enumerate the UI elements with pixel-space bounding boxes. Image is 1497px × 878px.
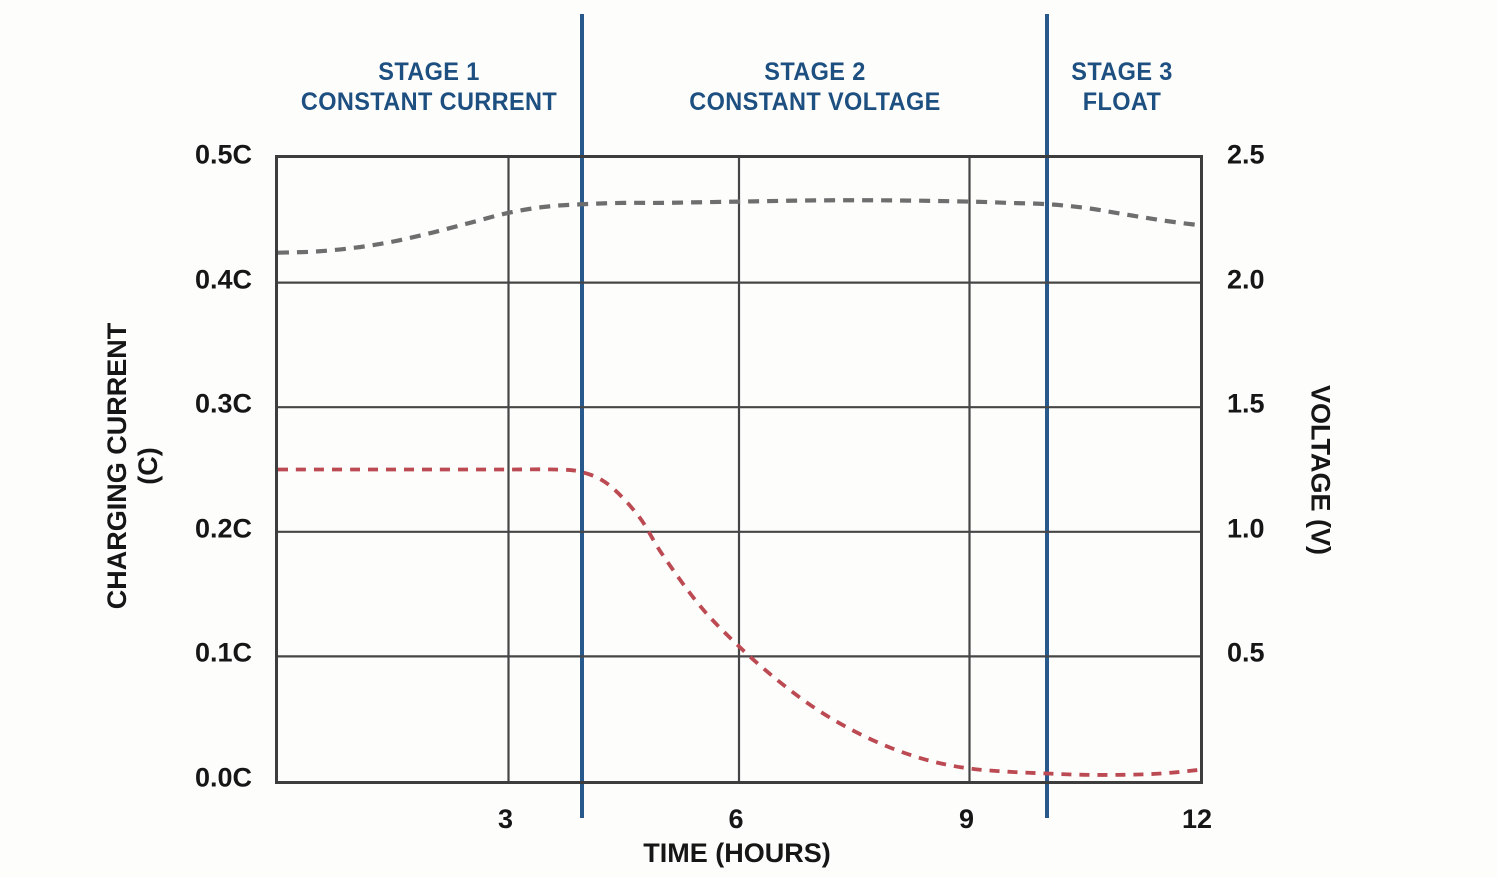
left-axis-tick: 0.0C: [194, 762, 252, 793]
x-axis-title: TIME (HOURS): [643, 838, 831, 868]
right-axis-tick: 0.5: [1227, 637, 1265, 668]
x-axis-tick: 6: [728, 804, 744, 834]
chart-svg: [278, 158, 1200, 781]
stage2-title: STAGE 2: [764, 58, 866, 86]
stage3-label: STAGE 3 FLOAT: [1071, 57, 1172, 117]
left-axis-title-line2: (C): [133, 447, 163, 485]
stage3-subtitle: FLOAT: [1082, 88, 1162, 116]
left-axis-tick: 0.4C: [194, 264, 252, 295]
left-axis-title-line1: CHARGING CURRENT: [102, 322, 132, 610]
x-axis-tick: 12: [1181, 804, 1213, 834]
left-axis-title: CHARGING CURRENT (C): [102, 323, 164, 610]
stage1-subtitle: CONSTANT CURRENT: [300, 88, 557, 116]
left-axis-tick: 0.2C: [194, 513, 252, 544]
x-axis-tick: 3: [497, 804, 514, 834]
plot-area: [275, 155, 1203, 784]
right-axis-tick: 2.0: [1227, 264, 1265, 295]
left-axis-tick: 0.3C: [194, 388, 252, 419]
stage1-label: STAGE 1 CONSTANT CURRENT: [301, 57, 557, 117]
x-axis-tick: 9: [958, 804, 975, 834]
stage2-subtitle: CONSTANT VOLTAGE: [689, 88, 941, 116]
stage-boundary-line-1: [580, 14, 585, 818]
current-curve: [278, 467, 1200, 777]
stage2-label: STAGE 2 CONSTANT VOLTAGE: [689, 57, 940, 117]
stage3-title: STAGE 3: [1071, 58, 1173, 86]
left-axis-tick: 0.1C: [194, 637, 252, 668]
stage1-title: STAGE 1: [377, 58, 480, 86]
right-axis-tick: 2.5: [1227, 139, 1265, 170]
left-axis-tick: 0.5C: [194, 139, 252, 170]
stage-boundary-line-2: [1045, 14, 1050, 818]
right-axis-tick: 1.0: [1227, 513, 1265, 544]
right-axis-tick: 1.5: [1227, 388, 1265, 419]
